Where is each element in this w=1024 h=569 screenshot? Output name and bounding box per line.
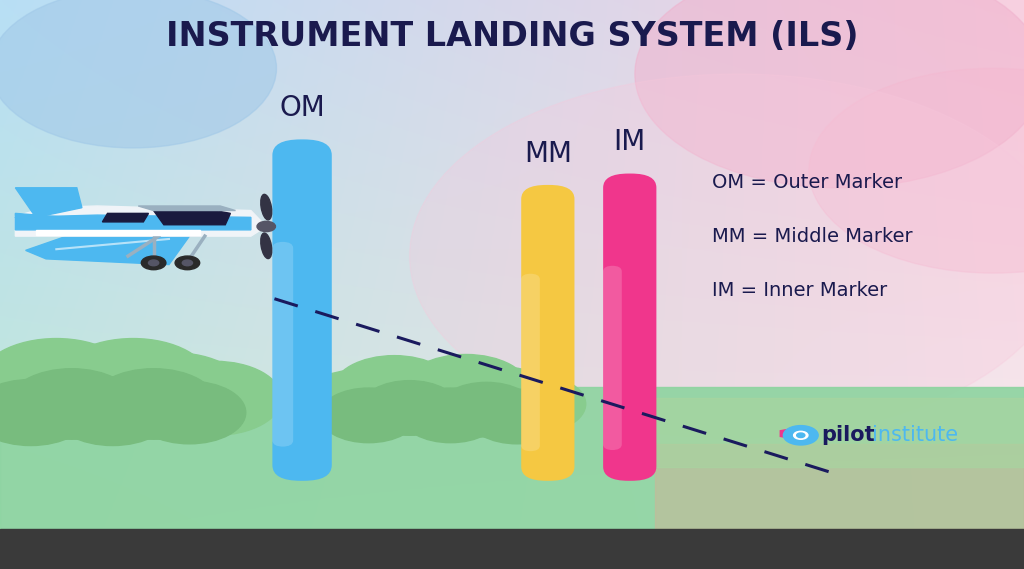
Text: IM = Inner Marker: IM = Inner Marker xyxy=(712,281,887,300)
Text: OM: OM xyxy=(280,94,325,122)
Circle shape xyxy=(809,68,1024,273)
Circle shape xyxy=(333,356,456,424)
Circle shape xyxy=(302,370,415,432)
Circle shape xyxy=(133,381,246,444)
Circle shape xyxy=(783,426,818,445)
Circle shape xyxy=(0,358,92,438)
Circle shape xyxy=(319,388,418,443)
Circle shape xyxy=(794,431,808,439)
Circle shape xyxy=(0,339,133,424)
Circle shape xyxy=(0,380,90,446)
FancyBboxPatch shape xyxy=(272,139,332,481)
FancyBboxPatch shape xyxy=(521,185,574,481)
Circle shape xyxy=(148,361,282,435)
Circle shape xyxy=(360,381,459,435)
FancyBboxPatch shape xyxy=(521,274,540,451)
Polygon shape xyxy=(655,444,1024,529)
Text: MM = Middle Marker: MM = Middle Marker xyxy=(712,226,912,246)
Circle shape xyxy=(182,260,193,266)
Circle shape xyxy=(371,365,489,431)
Circle shape xyxy=(141,256,166,270)
Polygon shape xyxy=(780,428,804,439)
Text: institute: institute xyxy=(872,425,958,446)
Circle shape xyxy=(635,0,1024,188)
Circle shape xyxy=(437,382,536,437)
Polygon shape xyxy=(15,188,82,217)
Polygon shape xyxy=(15,213,67,219)
Circle shape xyxy=(257,221,275,232)
Circle shape xyxy=(56,339,210,424)
Circle shape xyxy=(53,380,172,446)
Circle shape xyxy=(90,369,217,439)
Text: pilot: pilot xyxy=(821,425,874,446)
Ellipse shape xyxy=(261,233,271,258)
Polygon shape xyxy=(15,206,266,236)
Circle shape xyxy=(18,352,166,434)
Polygon shape xyxy=(0,529,1024,569)
Polygon shape xyxy=(26,236,189,265)
Polygon shape xyxy=(655,398,1024,467)
Circle shape xyxy=(445,367,558,430)
Polygon shape xyxy=(138,206,236,211)
Text: IM: IM xyxy=(613,129,646,156)
Ellipse shape xyxy=(261,195,271,220)
Polygon shape xyxy=(36,230,200,235)
Text: MM: MM xyxy=(524,140,571,168)
Circle shape xyxy=(410,74,1024,438)
FancyBboxPatch shape xyxy=(603,266,622,450)
Polygon shape xyxy=(0,387,1024,529)
Text: OM = Outer Marker: OM = Outer Marker xyxy=(712,172,902,192)
Circle shape xyxy=(402,354,529,425)
Circle shape xyxy=(175,256,200,270)
Circle shape xyxy=(479,374,586,434)
Circle shape xyxy=(0,0,276,148)
Text: INSTRUMENT LANDING SYSTEM (ILS): INSTRUMENT LANDING SYSTEM (ILS) xyxy=(166,20,858,53)
Circle shape xyxy=(401,388,500,443)
Circle shape xyxy=(148,260,159,266)
FancyBboxPatch shape xyxy=(272,242,293,447)
Polygon shape xyxy=(15,215,251,230)
Circle shape xyxy=(468,389,566,444)
Circle shape xyxy=(102,353,246,432)
Circle shape xyxy=(8,369,135,439)
FancyBboxPatch shape xyxy=(603,174,656,481)
Polygon shape xyxy=(154,211,230,225)
Circle shape xyxy=(797,433,805,438)
Polygon shape xyxy=(102,213,148,222)
